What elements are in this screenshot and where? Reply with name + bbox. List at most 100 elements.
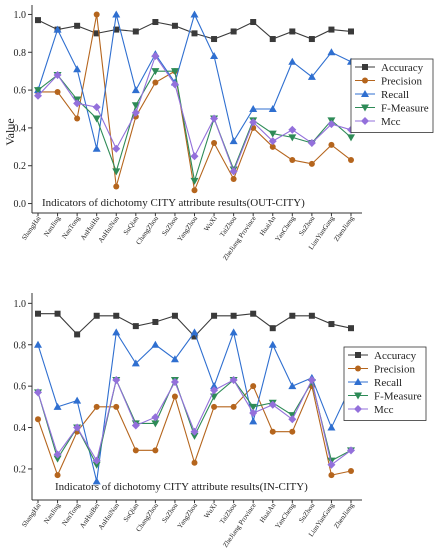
data-point	[348, 325, 354, 332]
data-point	[289, 312, 296, 319]
y-tick-label: 0.8	[14, 48, 27, 59]
data-point	[112, 328, 121, 336]
legend-marker	[354, 378, 362, 385]
y-tick-label: 0.8	[14, 340, 27, 351]
x-tick-label: SuZhou	[160, 501, 180, 524]
data-point	[211, 36, 218, 43]
data-point	[230, 403, 237, 410]
data-point	[54, 310, 61, 317]
data-point	[307, 72, 316, 80]
data-point	[34, 388, 42, 397]
x-tick-label: SuZhou	[297, 501, 317, 524]
data-point	[131, 108, 140, 117]
y-tick-label: 0.2	[14, 161, 27, 172]
data-point	[152, 447, 159, 454]
data-point	[171, 312, 178, 319]
data-point	[151, 420, 160, 428]
legend-marker	[354, 405, 362, 413]
data-point	[268, 130, 277, 138]
data-point	[170, 68, 179, 76]
data-point	[327, 120, 336, 129]
data-point	[269, 428, 276, 435]
series-accuracy	[35, 310, 354, 340]
legend-label: Accuracy	[381, 62, 424, 74]
data-point	[288, 415, 297, 424]
data-point	[152, 19, 159, 26]
data-point	[328, 321, 335, 328]
data-point	[93, 30, 100, 37]
data-point	[171, 393, 178, 400]
data-point	[289, 28, 296, 35]
y-tick-label: 0.4	[14, 123, 27, 134]
data-point	[268, 340, 277, 348]
data-point	[34, 87, 42, 95]
data-point	[112, 168, 121, 176]
data-point	[249, 105, 258, 112]
data-point	[230, 312, 237, 319]
data-point	[113, 183, 120, 190]
data-point	[210, 114, 219, 123]
series-layer	[34, 10, 355, 194]
data-point	[132, 447, 139, 454]
data-point	[74, 331, 81, 338]
data-point	[348, 28, 354, 35]
data-point	[307, 375, 316, 384]
data-point	[230, 28, 237, 35]
x-tick-label: TaiZhou	[218, 501, 238, 525]
series-mcc	[34, 52, 355, 176]
x-tick-label: ShangHai	[20, 502, 42, 529]
data-point	[53, 25, 62, 33]
data-point	[113, 403, 120, 410]
data-point	[92, 477, 101, 485]
data-point	[53, 70, 62, 79]
data-point	[152, 79, 159, 86]
data-point	[35, 310, 41, 317]
series-accuracy	[35, 17, 354, 43]
data-point	[53, 402, 62, 410]
data-point	[288, 125, 297, 134]
legend-label: Mcc	[381, 116, 401, 128]
data-point	[112, 144, 121, 153]
data-point	[132, 28, 139, 35]
series-layer	[34, 310, 355, 485]
data-point	[229, 167, 238, 176]
x-tick-label: SuZhou	[297, 214, 317, 237]
legend-label: Precision	[374, 364, 415, 376]
data-point	[190, 177, 199, 185]
data-point	[73, 423, 82, 432]
data-point	[132, 323, 139, 330]
series-precision	[35, 383, 354, 479]
x-tick-label: TaiZhou	[218, 214, 238, 238]
data-point	[288, 134, 297, 142]
x-tick-label: HuaiAn	[258, 501, 278, 524]
y-tick-label: 0.2	[14, 464, 27, 475]
y-ticks: 0.2 0.4 0.6 0.8 1.0	[14, 299, 32, 475]
data-point	[249, 409, 258, 418]
data-point	[347, 134, 355, 142]
y-tick-label: 1.0	[14, 299, 27, 310]
x-tick-label: YanCheng	[274, 214, 298, 243]
data-point	[54, 88, 61, 95]
legend-marker	[354, 392, 362, 400]
data-point	[211, 140, 218, 147]
data-point	[112, 10, 121, 18]
data-point	[92, 461, 101, 469]
data-point	[74, 22, 81, 29]
data-point	[73, 99, 82, 108]
series-line	[37, 70, 352, 182]
chart-title: Indicators of dichotomy CITY attribute r…	[42, 197, 305, 209]
data-point	[250, 310, 257, 317]
data-point	[190, 432, 199, 440]
data-point	[35, 416, 41, 423]
data-point	[112, 375, 121, 384]
data-point	[249, 403, 258, 411]
data-point	[327, 48, 336, 56]
data-point	[210, 52, 219, 60]
data-point	[34, 340, 42, 348]
legend-label: F-Measure	[381, 103, 429, 115]
data-point	[229, 375, 238, 384]
data-point	[190, 328, 199, 336]
data-point	[268, 105, 277, 112]
data-point	[113, 26, 120, 33]
